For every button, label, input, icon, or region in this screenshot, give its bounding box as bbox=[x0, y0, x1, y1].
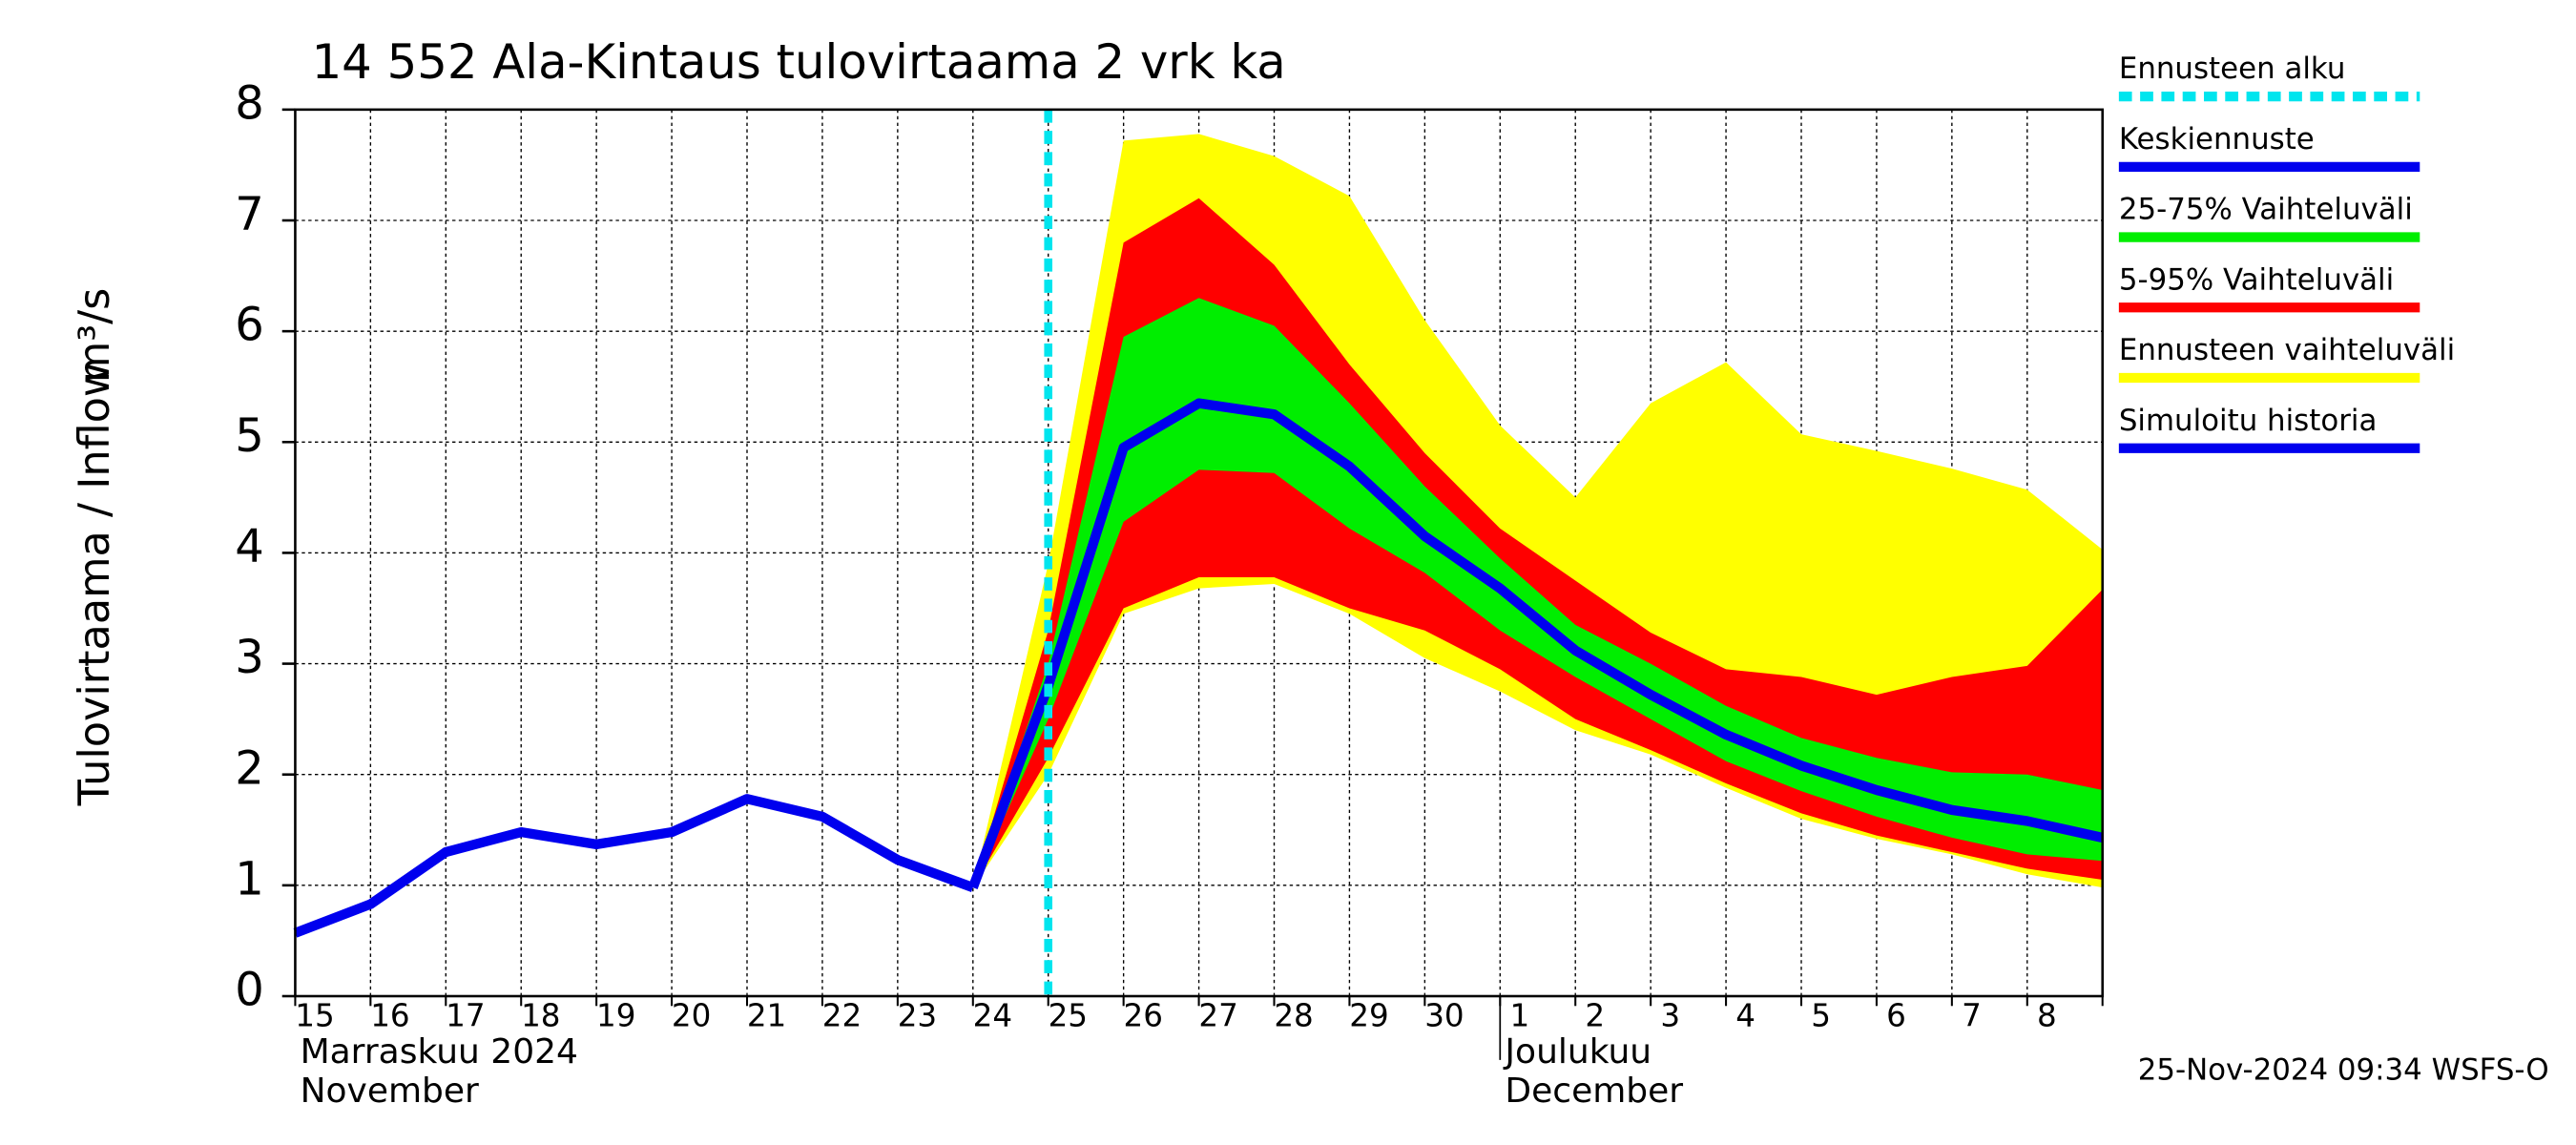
x-tick-label: 7 bbox=[1962, 997, 1982, 1033]
footer: 25-Nov-2024 09:34 WSFS-O bbox=[2138, 1052, 2549, 1087]
legend-label: 25-75% Vaihteluväli bbox=[2119, 193, 2413, 227]
x-tick-label: 5 bbox=[1811, 997, 1831, 1033]
x-tick-label: 27 bbox=[1198, 997, 1237, 1033]
y-tick-label: 6 bbox=[235, 299, 264, 352]
month-label: Marraskuu 2024 bbox=[301, 1032, 578, 1072]
y-axis-label: Tulovirtaama / Inflow bbox=[70, 363, 119, 807]
y-tick-label: 2 bbox=[235, 741, 264, 795]
y-tick-label: 7 bbox=[235, 188, 264, 241]
x-tick-label: 29 bbox=[1349, 997, 1388, 1033]
month-label: Joulukuu bbox=[1503, 1032, 1652, 1072]
legend-label: Ennusteen vaihteluväli bbox=[2119, 333, 2455, 367]
x-tick-label: 28 bbox=[1274, 997, 1313, 1033]
x-tick-label: 19 bbox=[596, 997, 635, 1033]
x-tick-label: 1 bbox=[1509, 997, 1529, 1033]
x-tick-label: 18 bbox=[521, 997, 560, 1033]
y-tick-label: 4 bbox=[235, 520, 264, 573]
x-tick-label: 17 bbox=[446, 997, 485, 1033]
x-tick-label: 8 bbox=[2037, 997, 2057, 1033]
band-area bbox=[972, 298, 2103, 888]
y-axis-unit: m³/s bbox=[70, 288, 119, 384]
y-tick-label: 0 bbox=[235, 964, 264, 1017]
x-tick-label: 30 bbox=[1424, 997, 1464, 1033]
x-tick-label: 23 bbox=[898, 997, 937, 1033]
legend-label: Keskiennuste bbox=[2119, 122, 2315, 156]
y-tick-label: 1 bbox=[235, 852, 264, 906]
x-tick-label: 6 bbox=[1886, 997, 1906, 1033]
x-tick-label: 4 bbox=[1735, 997, 1755, 1033]
x-tick-label: 26 bbox=[1123, 997, 1162, 1033]
legend-label: 5-95% Vaihteluväli bbox=[2119, 262, 2394, 297]
x-tick-label: 15 bbox=[295, 997, 334, 1033]
x-tick-label: 2 bbox=[1585, 997, 1605, 1033]
x-tick-label: 3 bbox=[1660, 997, 1680, 1033]
month-label-en: December bbox=[1505, 1072, 1683, 1111]
y-tick-label: 3 bbox=[235, 631, 264, 684]
x-tick-label: 22 bbox=[822, 997, 862, 1033]
month-label-en: November bbox=[301, 1072, 479, 1111]
x-tick-label: 21 bbox=[747, 997, 786, 1033]
series-line bbox=[967, 398, 2104, 889]
y-tick-label: 8 bbox=[235, 76, 264, 130]
x-tick-label: 20 bbox=[672, 997, 711, 1033]
x-tick-label: 24 bbox=[973, 997, 1012, 1033]
plot-frame bbox=[294, 108, 2104, 998]
legend-label: Simuloitu historia bbox=[2119, 404, 2378, 438]
x-tick-label: 25 bbox=[1049, 997, 1088, 1033]
y-tick-label: 5 bbox=[235, 409, 264, 463]
legend-label: Ennusteen alku bbox=[2119, 52, 2346, 86]
x-tick-label: 16 bbox=[370, 997, 409, 1033]
chart-title: 14 552 Ala-Kintaus tulovirtaama 2 vrk ka bbox=[312, 34, 1286, 90]
series-line bbox=[293, 794, 975, 938]
